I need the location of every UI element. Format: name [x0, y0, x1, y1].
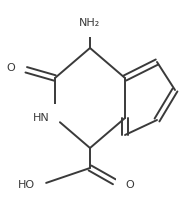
- Text: NH₂: NH₂: [79, 18, 101, 28]
- Text: O: O: [125, 180, 134, 190]
- Text: O: O: [6, 63, 15, 73]
- Text: HO: HO: [18, 180, 35, 190]
- Text: HN: HN: [33, 113, 50, 123]
